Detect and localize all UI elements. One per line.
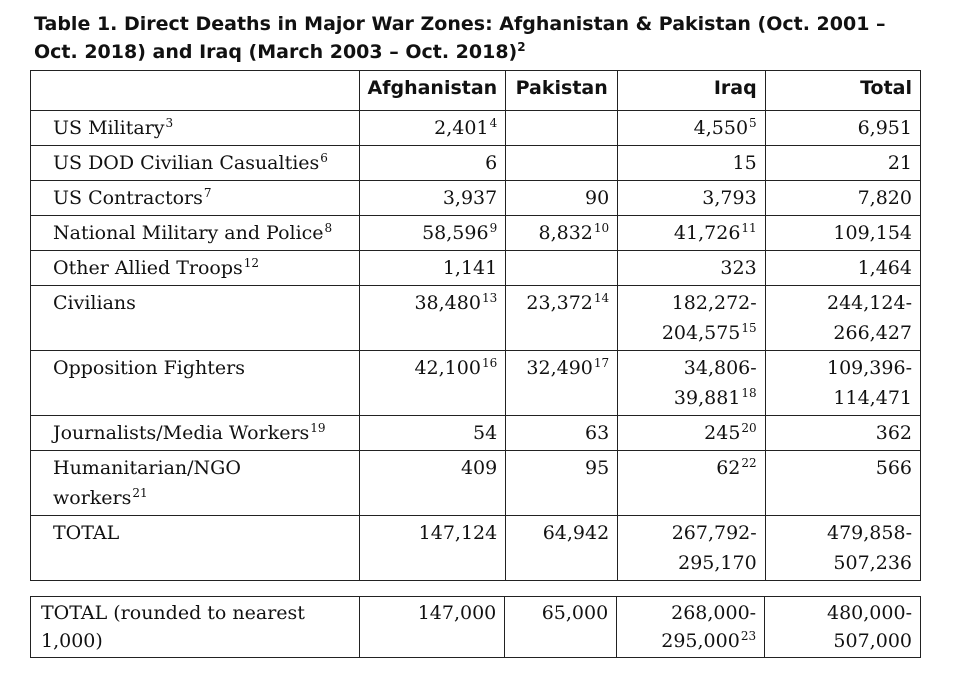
cell-total: 479,858- 507,236 (764, 515, 922, 581)
rounded-pakistan: 65,000 (504, 596, 618, 658)
cell-iraq: 323 (617, 250, 766, 286)
cell-pakistan (505, 110, 619, 146)
cell-iraq: 15 (617, 145, 766, 181)
table-title: Table 1. Direct Deaths in Major War Zone… (34, 13, 886, 63)
cell-afghanistan: 1,141 (358, 250, 507, 286)
footnote-marker: 19 (310, 421, 326, 435)
footnote-marker: 15 (741, 321, 757, 335)
row-label: US DOD Civilian Casualties6 (30, 145, 360, 181)
row-label: TOTAL (30, 515, 360, 581)
footnote-marker: 14 (593, 291, 610, 305)
cell-pakistan: 23,37214 (505, 285, 619, 351)
cell-afghanistan: 409 (358, 450, 507, 516)
footnote-marker: 18 (741, 386, 757, 400)
cell-afghanistan: 38,48013 (358, 285, 507, 351)
cell-iraq: 24520 (617, 415, 766, 451)
table-row: Humanitarian/NGO workers21 409 95 6222 566 (30, 450, 922, 516)
cell-pakistan (505, 250, 619, 286)
rounded-total-table: TOTAL (rounded to nearest 1,000) 147,000… (29, 596, 921, 658)
table-row: TOTAL 147,124 64,942 267,792- 295,170 479,85… (30, 515, 922, 581)
footnote-marker: 12 (243, 256, 260, 270)
rounded-total: 480,000- 507,000 (764, 596, 921, 658)
footnote-marker: 11 (741, 221, 757, 235)
table-header-row: Afghanistan Pakistan Iraq Total (30, 70, 922, 111)
cell-iraq: 4,5505 (617, 110, 766, 146)
row-label: Opposition Fighters (30, 350, 360, 416)
cell-total: 566 (764, 450, 922, 516)
cell-iraq: 41,72611 (617, 215, 766, 251)
cell-iraq: 3,793 (617, 180, 766, 216)
cell-total: 1,464 (764, 250, 922, 286)
footnote-marker: 17 (593, 356, 610, 370)
cell-afghanistan: 54 (358, 415, 507, 451)
table-row: US Military3 2,4014 4,5505 6,951 (30, 110, 922, 146)
cell-pakistan: 64,942 (505, 515, 619, 581)
footnote-marker: 6 (320, 151, 328, 165)
cell-afghanistan: 58,5969 (358, 215, 507, 251)
cell-total: 109,154 (764, 215, 922, 251)
cell-pakistan (505, 145, 619, 181)
cell-afghanistan: 42,10016 (358, 350, 507, 416)
cell-pakistan: 32,49017 (505, 350, 619, 416)
cell-iraq: 6222 (617, 450, 766, 516)
footnote-marker: 5 (749, 116, 757, 130)
footnote-marker: 16 (481, 356, 498, 370)
row-label: US Military3 (30, 110, 360, 146)
cell-afghanistan: 147,124 (358, 515, 507, 581)
table-row: National Military and Police8 58,5969 8,83… (30, 215, 922, 251)
row-label: Journalists/Media Workers19 (30, 415, 360, 451)
header-iraq: Iraq (617, 70, 766, 111)
row-label: National Military and Police8 (30, 215, 360, 251)
table-row: US DOD Civilian Casualties6 6 15 21 (30, 145, 922, 181)
cell-total: 244,124- 266,427 (764, 285, 922, 351)
cell-iraq: 267,792- 295,170 (617, 515, 766, 581)
cell-pakistan: 63 (505, 415, 619, 451)
footnote-marker: 3 (165, 116, 174, 130)
cell-total: 362 (764, 415, 922, 451)
rounded-iraq-footnote: 23 (740, 629, 757, 643)
cell-total: 6,951 (764, 110, 922, 146)
footnote-marker: 21 (132, 486, 148, 500)
deaths-table: Afghanistan Pakistan Iraq Total US Milit… (30, 70, 922, 581)
footnote-marker: 4 (489, 116, 498, 130)
header-pakistan: Pakistan (505, 70, 619, 111)
header-total: Total (764, 70, 922, 111)
cell-afghanistan: 6 (358, 145, 507, 181)
table-row: Civilians 38,48013 23,37214 182,272- 204,57… (30, 285, 922, 351)
cell-pakistan: 8,83210 (505, 215, 619, 251)
cell-pakistan: 95 (505, 450, 619, 516)
table-row: Other Allied Troops12 1,141 323 1,464 (30, 250, 922, 286)
cell-iraq: 182,272- 204,57515 (617, 285, 766, 351)
cell-total: 109,396- 114,471 (764, 350, 922, 416)
footnote-marker: 22 (741, 456, 757, 470)
cell-pakistan: 90 (505, 180, 619, 216)
table-row: US Contractors7 3,937 90 3,793 7,820 (30, 180, 922, 216)
rounded-afghanistan: 147,000 (359, 596, 506, 658)
header-cell-empty (30, 70, 360, 111)
footnote-marker: 7 (203, 186, 212, 200)
table-body: US Military3 2,4014 4,5505 6,951 US DOD Civi… (30, 110, 922, 581)
cell-iraq: 34,806- 39,88118 (617, 350, 766, 416)
rounded-total-label: TOTAL (rounded to nearest 1,000) (29, 596, 361, 658)
footnote-marker: 13 (481, 291, 498, 305)
footnote-marker: 10 (593, 221, 610, 235)
footnote-marker: 8 (324, 221, 333, 235)
rounded-total-row: TOTAL (rounded to nearest 1,000) 147,000… (29, 596, 921, 658)
footnote-marker: 9 (489, 221, 498, 235)
cell-total: 7,820 (764, 180, 922, 216)
table-row: Journalists/Media Workers19 54 63 24520 362 (30, 415, 922, 451)
cell-afghanistan: 3,937 (358, 180, 507, 216)
header-afghanistan: Afghanistan (358, 70, 507, 111)
row-label: Civilians (30, 285, 360, 351)
row-label: Humanitarian/NGO workers21 (30, 450, 360, 516)
footnote-marker: 20 (741, 421, 757, 435)
title-footnote: 2 (517, 40, 526, 54)
cell-afghanistan: 2,4014 (358, 110, 507, 146)
row-label: Other Allied Troops12 (30, 250, 360, 286)
rounded-iraq: 268,000- 295,00023 (616, 596, 766, 658)
table-row: Opposition Fighters 42,10016 32,49017 34,80… (30, 350, 922, 416)
row-label: US Contractors7 (30, 180, 360, 216)
cell-total: 21 (764, 145, 922, 181)
